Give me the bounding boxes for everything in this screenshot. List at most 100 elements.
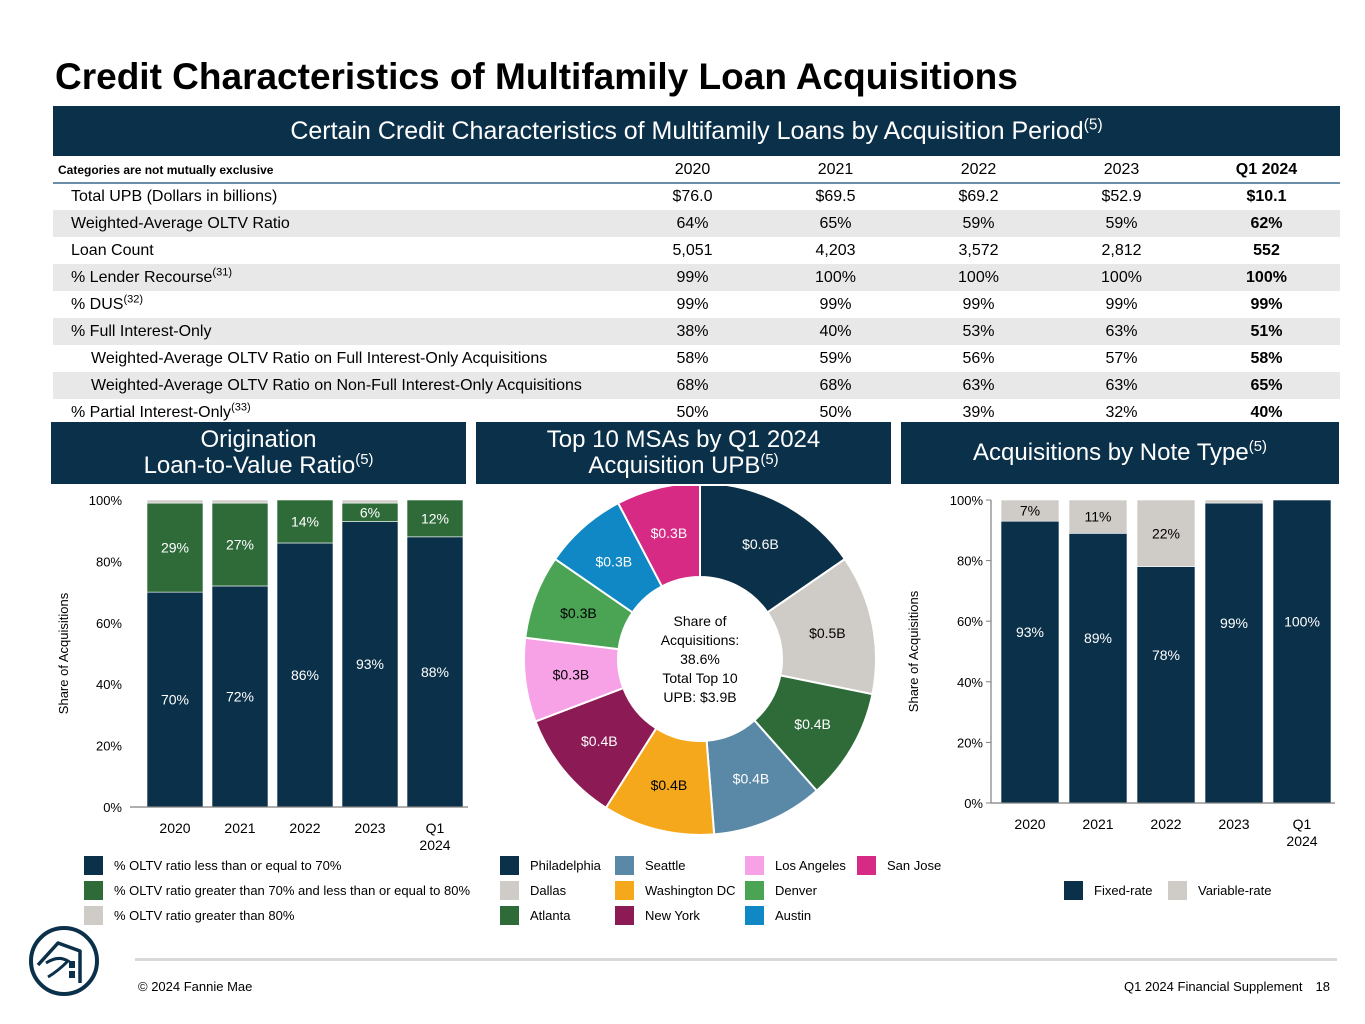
bar-segment xyxy=(1000,499,1060,522)
column-header: 2022 xyxy=(907,158,1050,184)
legend-swatch xyxy=(84,856,103,875)
data-label: 14% xyxy=(291,513,319,529)
note-panel-header: Acquisitions by Note Type(5) xyxy=(901,422,1339,484)
table-cell: 59% xyxy=(1050,210,1193,237)
y-tick-label: 80% xyxy=(957,554,983,569)
legend-swatch xyxy=(745,856,764,875)
msa-panel-header: Top 10 MSAs by Q1 2024 Acquisition UPB(5) xyxy=(476,422,891,484)
table-cell: 51% xyxy=(1193,318,1340,345)
legend-label: Washington DC xyxy=(645,883,736,898)
y-tick-label: 40% xyxy=(96,677,122,692)
x-tick-label: 2023 xyxy=(354,820,385,836)
table-cell: 57% xyxy=(1105,349,1138,367)
legend-label: Fixed-rate xyxy=(1094,883,1153,898)
slice-label: $0.4B xyxy=(794,716,831,732)
legend-label: Variable-rate xyxy=(1198,883,1272,898)
legend-label: Dallas xyxy=(530,883,567,898)
data-label: 100% xyxy=(1284,614,1320,630)
table-cell: 53% xyxy=(907,318,1050,345)
table-banner-text: Certain Credit Characteristics of Multif… xyxy=(290,117,1084,145)
table-cell: 62% xyxy=(1193,210,1340,237)
table-cell: 99% xyxy=(819,295,852,313)
row-label-text: Total UPB (Dollars in billions) xyxy=(71,188,278,205)
bar-segment xyxy=(1204,502,1264,804)
bar-segment xyxy=(1000,520,1060,804)
table-cell: 2,812 xyxy=(1101,241,1142,259)
legend-label: % OLTV ratio less than or equal to 70% xyxy=(114,858,342,873)
column-header: 2021 xyxy=(764,158,907,184)
slice-label: $0.4B xyxy=(651,777,688,793)
legend-item: Washington DC xyxy=(615,881,736,900)
bar-segment xyxy=(341,521,399,808)
legend-swatch xyxy=(84,906,103,925)
oltv-panel-header: Origination Loan-to-Value Ratio(5) xyxy=(51,422,466,484)
x-tick-label: 2024 xyxy=(1286,833,1317,849)
table-cell: $69.2 xyxy=(958,188,999,205)
row-footnote: (32) xyxy=(123,293,144,306)
table-cell: 68% xyxy=(621,372,764,399)
table-cell: 99% xyxy=(1105,295,1138,313)
bar-segment xyxy=(1136,566,1196,804)
legend-item: Atlanta xyxy=(500,906,570,925)
y-axis-label: Share of Acquisitions xyxy=(56,592,71,714)
legend-item: Seattle xyxy=(615,856,685,875)
legend-swatch xyxy=(84,881,103,900)
msa-legend: Philadelphia Dallas Atlanta Seattle Washingt… xyxy=(500,856,950,936)
bar-segment xyxy=(1272,499,1332,804)
table-cell: 4,203 xyxy=(815,241,856,259)
row-label: Weighted-Average OLTV Ratio on Non-Full … xyxy=(53,372,621,399)
column-header: 2023 xyxy=(1050,158,1193,184)
slice-label: $0.4B xyxy=(733,771,770,787)
column-header: Q1 2024 xyxy=(1193,158,1340,184)
data-label: 29% xyxy=(161,540,189,556)
note-panel-title: Acquisitions by Note Type xyxy=(973,438,1249,466)
legend-swatch xyxy=(745,906,764,925)
msa-panel-footnote: (5) xyxy=(760,452,779,468)
table-cell: 552 xyxy=(1253,241,1280,259)
row-label: % DUS(32) xyxy=(53,291,621,318)
row-footnote: (31) xyxy=(212,266,232,279)
y-tick-label: 40% xyxy=(957,675,983,690)
legend-label: Philadelphia xyxy=(530,858,601,873)
bar-segment xyxy=(1068,533,1128,804)
msa-panel-title-line2: Acquisition UPB xyxy=(588,452,761,479)
data-label: 99% xyxy=(1220,615,1248,631)
table-banner-footnote: (5) xyxy=(1083,116,1103,134)
msa-donut-chart: $0.6B $0.5B $0.4B $0.4B $0.4B $0.4B $0.3B $0.3B… xyxy=(523,486,877,836)
table-cell: 38% xyxy=(621,318,764,345)
y-axis-label: Share of Acquisitions xyxy=(906,590,921,712)
legend-label: Atlanta xyxy=(530,908,571,923)
note-legend: Fixed-rate Variable-rate xyxy=(1064,881,1324,905)
row-footnote: (33) xyxy=(231,401,251,414)
table-row: Total UPB (Dollars in billions) $76.0 $69.… xyxy=(53,183,1340,210)
legend-label: San Jose xyxy=(887,858,942,873)
table-cell: 65% xyxy=(764,210,907,237)
y-tick-label: 20% xyxy=(96,739,122,754)
slice-label: $0.5B xyxy=(809,625,846,641)
bar-segment xyxy=(1068,499,1128,534)
legend-swatch xyxy=(745,881,764,900)
table-row: % Full Interest-Only 38% 40% 53% 63% 51% xyxy=(53,318,1340,345)
bar-segment xyxy=(146,499,204,504)
legend-label: New York xyxy=(645,908,700,923)
row-label-text: Weighted-Average OLTV Ratio on Non-Full … xyxy=(91,376,582,394)
table-cell: 100% xyxy=(1050,264,1193,291)
note-panel-footnote: (5) xyxy=(1248,438,1267,455)
legend-label: % OLTV ratio greater than 80% xyxy=(114,908,295,923)
data-label: 72% xyxy=(226,688,254,704)
y-tick-label: 100% xyxy=(89,493,123,508)
row-label: % Partial Interest-Only(33) xyxy=(53,399,621,426)
table-cell: 64% xyxy=(621,210,764,237)
bar-segment xyxy=(1204,499,1264,504)
table-cell: 99% xyxy=(676,295,709,313)
table-cell: 32% xyxy=(1105,403,1138,421)
legend-item: Variable-rate xyxy=(1168,881,1271,900)
table-cell: 68% xyxy=(764,372,907,399)
y-tick-label: 0% xyxy=(964,796,983,811)
legend-swatch xyxy=(615,906,634,925)
legend-label: Denver xyxy=(775,883,817,898)
row-label-text: Weighted-Average OLTV Ratio on Full Inte… xyxy=(91,349,548,367)
table-row: Weighted-Average OLTV Ratio on Non-Full … xyxy=(53,372,1340,399)
credit-characteristics-table: Categories are not mutually exclusive 20… xyxy=(53,158,1340,426)
legend-item: Los Angeles xyxy=(745,856,846,875)
